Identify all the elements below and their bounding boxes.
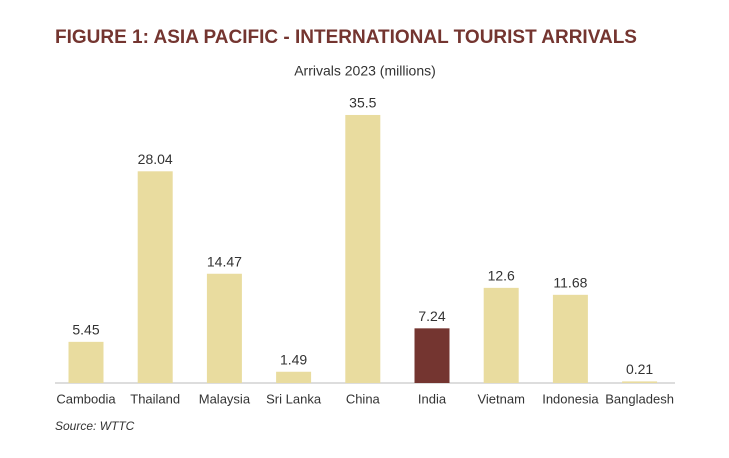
data-label: 12.6 (488, 268, 515, 284)
data-label: 11.68 (553, 275, 587, 291)
chart-title: FIGURE 1: ASIA PACIFIC - INTERNATIONAL T… (55, 27, 637, 48)
x-tick-label: India (418, 391, 447, 406)
data-label: 35.5 (349, 95, 376, 111)
data-label: 1.49 (280, 351, 307, 367)
bar (68, 341, 104, 383)
bar (345, 114, 381, 383)
data-label: 7.24 (418, 308, 445, 324)
data-label: 5.45 (72, 322, 99, 338)
x-tick-label: Bangladesh (605, 391, 674, 406)
x-tick-label: China (346, 391, 381, 406)
bar (622, 381, 658, 383)
x-tick-label: Cambodia (56, 391, 116, 406)
data-label: 0.21 (626, 361, 653, 377)
bar (552, 294, 588, 383)
x-tick-label: Malaysia (199, 391, 251, 406)
x-tick-label: Indonesia (542, 391, 599, 406)
bar (483, 287, 519, 383)
x-tick-label: Sri Lanka (266, 391, 322, 406)
bar (137, 171, 173, 383)
data-label: 28.04 (138, 151, 173, 167)
source-note: Source: WTTC (55, 419, 135, 433)
chart-subtitle: Arrivals 2023 (millions) (294, 63, 436, 79)
bar (206, 273, 242, 383)
bar (414, 328, 450, 383)
data-label: 14.47 (207, 253, 242, 269)
x-tick-label: Vietnam (477, 391, 524, 406)
bar (276, 371, 312, 383)
x-tick-label: Thailand (130, 391, 180, 406)
